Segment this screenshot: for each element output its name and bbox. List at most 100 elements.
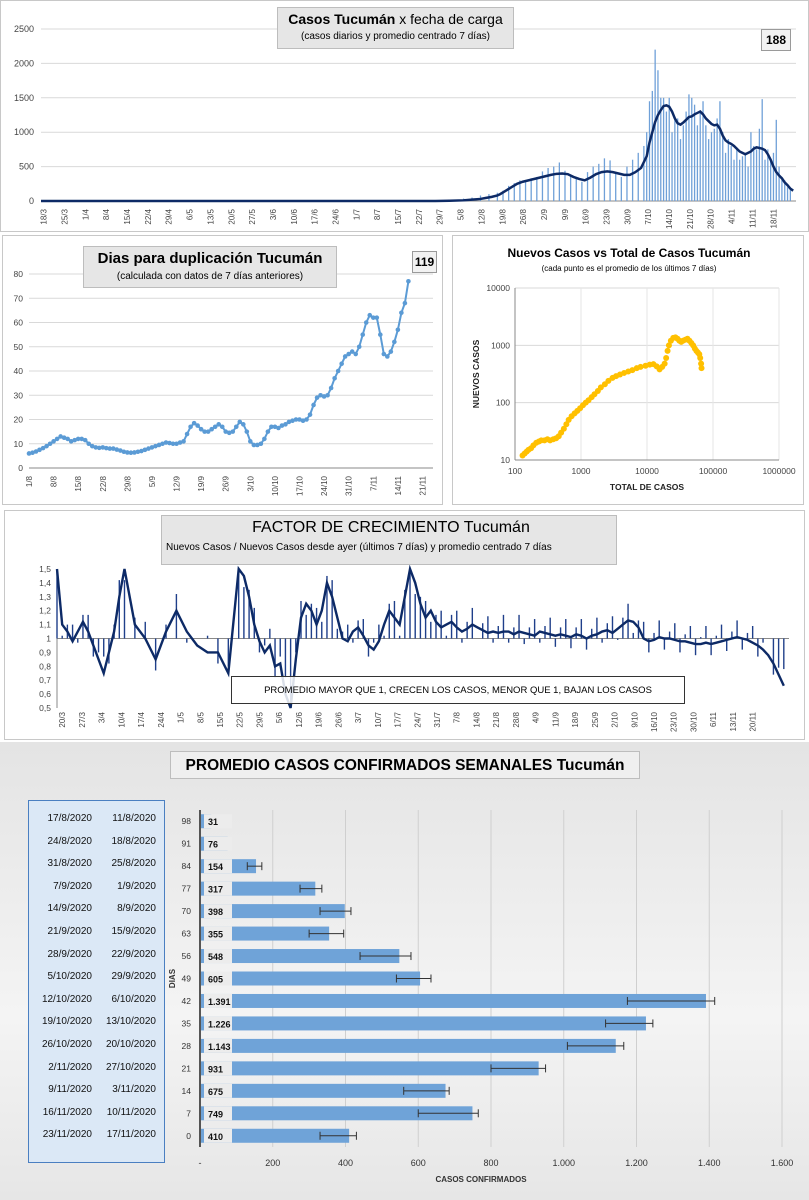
growth-factor-chart: 0,5 0,6 0,7 0,8 0,9 1 1,1 1,2 1,3 1,4 1,5 20/3 27/3 3… [39,564,789,732]
y-tick-label: 0,6 [39,689,51,699]
doubling-days-chart: 0 10 20 30 40 50 60 70 80 1/8 8/8 15/8 22/8 29/8 5/9 12… [14,269,433,496]
x-tick-label: 1/4 [81,208,90,220]
doubling-point [139,448,144,454]
week-start-date: 8/9/2020 [117,903,156,915]
x-tick-label: 30/9 [623,208,632,224]
doubling-point [198,426,204,432]
doubling-point [219,424,225,430]
avg-line [41,104,794,203]
week-start-date: 6/10/2020 [111,993,157,1005]
x-tick-label: 7/10 [644,208,653,224]
y-tick-label: 2000 [14,58,34,68]
doubling-days-subtitle: (calculada con datos de 7 días anteriore… [116,271,304,282]
doubling-point [51,439,56,444]
growth-factor-note: PROMEDIO MAYOR QUE 1, CRECEN LOS CASOS, … [231,676,685,704]
value-label-bg [204,993,232,1008]
bar-value-label: 154 [208,862,223,872]
doubling-point [205,429,211,434]
growth-factor-title-main: FACTOR DE CRECIMIENTO [252,519,460,536]
value-label-bg [204,1061,232,1076]
x-tick-label: 12/9 [173,475,182,491]
x-tick-label: 400 [338,1158,353,1168]
daily-cases-title-box: Casos Tucumán x fecha de carga (casos di… [277,7,514,49]
x-tick-label: 1000 [572,466,591,476]
x-tick-label: 10/10 [271,475,280,496]
y-tick-label: 0,9 [39,647,51,657]
x-tick-label: 9/10 [630,711,639,727]
bar-value-label: 1.391 [208,997,231,1007]
weekly-average-title-box: PROMEDIO CASOS CONFIRMADOS SEMANALES Tuc… [170,751,640,779]
x-tick-label: 15/5 [216,711,225,727]
week-start-date: 3/11/2020 [112,1084,156,1096]
doubling-point [402,300,408,306]
daily-cases-chart: 0 500 1000 1500 2000 2500 18/3 25/3 1/4 8/4 15/4 22… [14,24,796,229]
scatter-point [637,363,644,370]
doubling-point [118,448,123,453]
doubling-point [72,437,77,443]
x-tick-label: 100 [508,466,522,476]
x-axis-title: CASOS CONFIRMADOS [435,1175,527,1184]
doubling-point [286,419,292,425]
growth-factor-title-place: Tucumán [459,519,530,536]
doubling-point [170,441,176,447]
week-end-date: 23/11/2020 [42,1129,92,1141]
x-tick-label: 24/6 [331,208,340,224]
doubling-point [339,361,344,367]
week-end-date: 14/9/2020 [47,903,93,915]
week-ranges-box: 17/8/2020 11/8/2020 24/8/2020 18/8/2020 31/8… [28,800,165,1163]
x-tick-label: 22/4 [144,208,153,224]
daily-cases-badge: 188 [761,29,791,51]
y-tick-label: 98 [182,816,192,826]
x-tick-label: 2/9 [540,208,549,220]
doubling-point [262,436,267,442]
x-tick-label: 7/11 [369,475,378,491]
x-tick-label: 11/9 [551,711,560,727]
x-tick-label: 28/8 [512,711,521,727]
doubling-point [353,351,359,357]
x-tick-label: 25/9 [591,711,600,727]
bar-value-label: 76 [208,840,218,850]
doubling-point [406,278,411,284]
x-tick-label: 21/10 [686,208,695,229]
doubling-point [100,445,106,450]
x-tick-label: 1/7 [352,208,361,220]
doubling-point [244,429,250,434]
week-end-date: 24/8/2020 [47,835,93,847]
bar-value-label: 355 [208,930,223,940]
x-tick-label: 26/8 [519,208,528,224]
week-start-date: 10/11/2020 [106,1106,156,1118]
value-label-bg [204,859,232,874]
x-tick-label: 600 [411,1158,426,1168]
x-tick-label: 17/4 [137,711,146,727]
week-start-date: 13/10/2020 [105,1016,156,1028]
x-tick-label: 24/7 [413,711,422,727]
week-start-date: 17/11/2020 [106,1129,156,1141]
x-tick-label: 18/11 [769,208,778,228]
y-tick-label: 49 [182,974,192,984]
doubling-point [37,447,42,453]
y-tick-label: 40 [14,366,24,376]
factor-avg-line [55,564,785,709]
scatter-point [664,347,671,354]
weekly-bar [201,1083,446,1098]
doubling-point [177,440,183,445]
y-tick-label: 7 [186,1108,191,1118]
growth-factor-title-box: FACTOR DE CRECIMIENTO Tucumán Nuevos Cas… [161,515,617,565]
value-label-bg [204,881,232,896]
y-tick-label: 1,5 [39,564,51,574]
doubling-point [279,423,285,428]
x-tick-label: 27/3 [78,711,87,727]
doubling-point [318,392,323,398]
x-tick-label: 3/7 [354,711,363,723]
x-tick-label: 13/11 [729,711,738,731]
doubling-point [54,436,60,442]
y-tick-label: 21 [182,1063,192,1073]
doubling-point [65,436,70,442]
bar-value-label: 410 [208,1132,223,1142]
value-label-bg [204,1038,232,1053]
doubling-point [174,441,179,447]
doubling-point [392,339,397,345]
doubling-point [248,439,253,444]
doubling-point [304,417,309,422]
